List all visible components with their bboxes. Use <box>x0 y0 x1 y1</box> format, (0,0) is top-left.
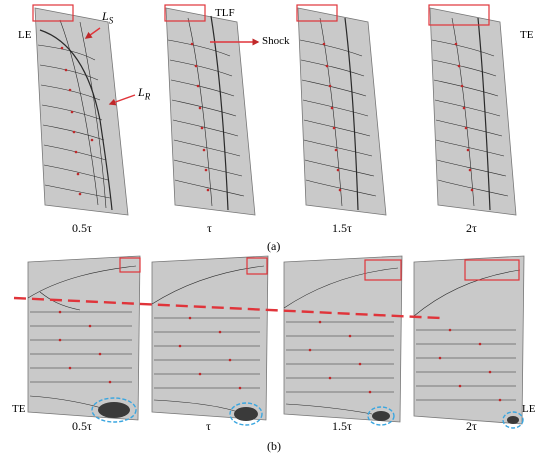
tlf-highlight-box-a4 <box>428 4 490 26</box>
time-label-b4: 2τ <box>466 419 477 433</box>
blade-surface-a3 <box>296 4 387 216</box>
caption-a: (a) <box>267 239 281 253</box>
tlf-highlight-box-a2 <box>164 4 206 22</box>
lr-arrow <box>108 94 136 106</box>
tlf-highlight-box-a3 <box>296 4 338 22</box>
panel-b <box>13 255 525 429</box>
te-label-b: TE <box>12 403 26 415</box>
time-label-a1: 0.5τ <box>72 221 92 235</box>
time-label-b2: τ <box>206 419 211 433</box>
tlf-highlight-box-b1 <box>119 257 141 273</box>
blade-surface-a2 <box>164 4 260 216</box>
time-label-a4: 2τ <box>466 221 477 235</box>
ls-label: LS <box>102 9 114 26</box>
lr-label: LR <box>138 85 151 102</box>
le-label-a: LE <box>18 29 32 41</box>
tlf-highlight-box-b2 <box>246 257 268 275</box>
time-label-a3: 1.5τ <box>332 221 352 235</box>
blade-surface-b1 <box>27 255 141 423</box>
panel-a <box>32 4 517 216</box>
vortex-ellipse-b4 <box>502 411 524 429</box>
te-label-a: TE <box>520 29 534 41</box>
caption-b: (b) <box>267 439 281 453</box>
ls-arrow <box>84 27 101 39</box>
vortex-ellipse-b1 <box>91 397 137 423</box>
blade-surface-a1 <box>32 4 136 216</box>
time-label-b3: 1.5τ <box>332 419 352 433</box>
tlf-highlight-box-b3 <box>364 259 402 281</box>
blade-surface-b3 <box>283 255 403 426</box>
time-label-a2: τ <box>207 221 212 235</box>
tlf-highlight-box-a1 <box>32 4 74 22</box>
blade-surface-b2 <box>151 255 269 426</box>
blade-surface-a4 <box>428 4 517 216</box>
le-label-b: LE <box>522 403 536 415</box>
tlf-label: TLF <box>215 7 235 19</box>
tlf-highlight-box-b4 <box>464 259 520 281</box>
blade-surface-b4 <box>413 255 525 429</box>
vortex-ellipse-b2 <box>229 402 263 426</box>
shock-label: Shock <box>262 35 290 47</box>
vortex-ellipse-b3 <box>367 406 395 426</box>
time-label-b1: 0.5τ <box>72 419 92 433</box>
